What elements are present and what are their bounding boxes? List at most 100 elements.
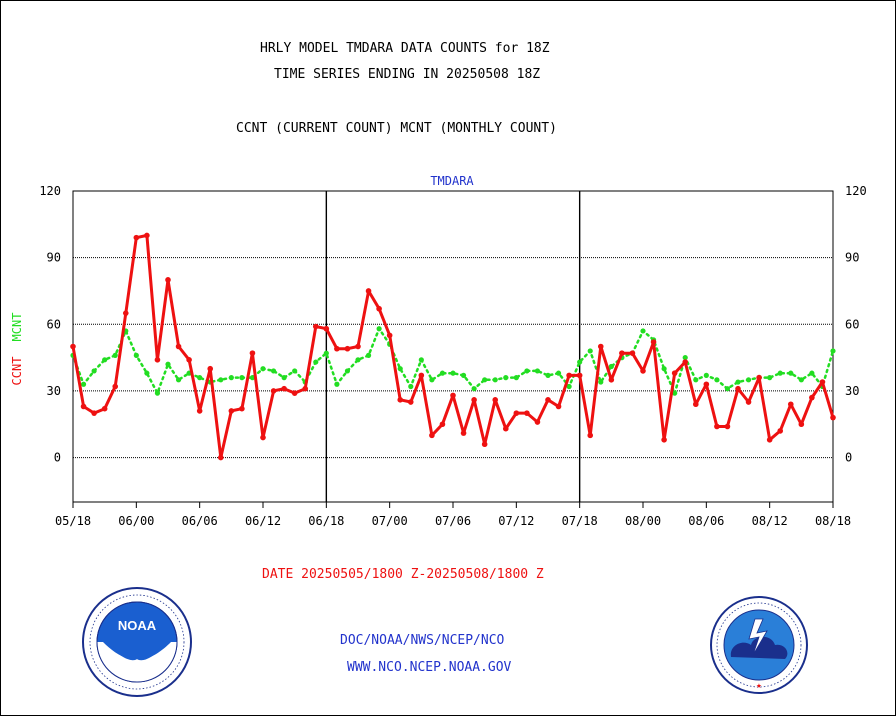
data-point-mcnt: [175, 377, 182, 383]
data-point-mcnt: [767, 375, 773, 381]
data-point-ccnt: [471, 397, 477, 403]
data-point-ccnt: [249, 350, 256, 356]
data-point-ccnt: [112, 383, 119, 390]
chart-heading-2: TIME SERIES ENDING IN 20250508 18Z: [274, 67, 541, 82]
data-point-ccnt: [196, 408, 203, 414]
data-point-ccnt: [186, 357, 192, 363]
data-point-mcnt: [661, 366, 667, 372]
data-point-mcnt: [555, 370, 562, 376]
chart-heading-3: CCNT (CURRENT COUNT) MCNT (MONTHLY COUNT…: [236, 121, 557, 136]
data-point-ccnt: [376, 305, 382, 312]
data-point-mcnt: [471, 386, 477, 392]
data-point-ccnt: [344, 345, 351, 352]
x-tick-label: 07/00: [372, 514, 408, 528]
data-point-ccnt: [524, 410, 530, 416]
data-point-ccnt: [165, 277, 171, 283]
data-point-ccnt: [144, 232, 150, 239]
data-point-mcnt: [745, 377, 752, 383]
data-point-mcnt: [228, 375, 234, 381]
data-point-ccnt: [460, 430, 467, 436]
data-point-mcnt: [249, 375, 256, 381]
data-point-ccnt: [312, 323, 319, 330]
data-point-ccnt: [587, 432, 594, 439]
data-point-mcnt: [524, 368, 530, 374]
y-tick-label-left: 90: [47, 251, 61, 265]
y-tick-label-left: 120: [39, 184, 61, 198]
data-point-ccnt: [619, 350, 625, 356]
y-tick-label-right: 90: [845, 251, 859, 265]
data-point-ccnt: [207, 365, 214, 372]
data-point-ccnt: [682, 359, 689, 365]
org-label: DOC/NOAA/NWS/NCEP/NCO: [340, 633, 505, 648]
data-point-ccnt: [756, 374, 762, 381]
data-point-mcnt: [91, 368, 97, 374]
data-point-ccnt: [439, 421, 446, 428]
x-tick-label: 06/06: [182, 514, 218, 528]
data-point-ccnt: [629, 350, 636, 356]
website-link[interactable]: WWW.NCO.NCEP.NOAA.GOV: [347, 660, 512, 675]
data-point-ccnt: [407, 399, 414, 405]
data-point-ccnt: [281, 385, 287, 392]
data-point-ccnt: [692, 401, 699, 408]
y-tick-label-right: 120: [845, 184, 867, 198]
data-point-ccnt: [714, 423, 720, 430]
data-point-ccnt: [597, 343, 604, 350]
data-point-mcnt: [344, 368, 351, 374]
data-point-mcnt: [492, 377, 498, 383]
data-point-mcnt: [682, 355, 688, 361]
data-point-ccnt: [545, 397, 551, 403]
data-point-ccnt: [798, 421, 805, 428]
data-point-mcnt: [545, 372, 551, 378]
y-tick-label-left: 0: [54, 451, 61, 465]
data-point-ccnt: [334, 345, 340, 352]
data-point-mcnt: [313, 359, 319, 365]
data-point-ccnt: [481, 441, 488, 448]
data-point-ccnt: [608, 377, 615, 383]
data-point-ccnt: [640, 368, 646, 374]
data-point-mcnt: [809, 370, 815, 376]
data-point-mcnt: [460, 372, 467, 378]
x-tick-label: 05/18: [55, 514, 91, 528]
data-point-mcnt: [270, 368, 277, 374]
x-tick-label: 06/12: [245, 514, 281, 528]
data-point-ccnt: [777, 428, 784, 434]
data-point-mcnt: [323, 350, 329, 356]
date-range-label: DATE 20250505/1800 Z-20250508/1800 Z: [262, 567, 544, 582]
data-point-mcnt: [608, 363, 614, 370]
y-tick-label-left: 60: [47, 317, 61, 331]
data-point-ccnt: [492, 397, 499, 403]
x-tick-label: 07/18: [562, 514, 598, 528]
data-point-ccnt: [650, 339, 657, 345]
data-point-mcnt: [260, 366, 266, 372]
data-point-ccnt: [260, 434, 266, 441]
data-point-mcnt: [798, 377, 804, 383]
data-point-ccnt: [429, 432, 435, 439]
data-point-ccnt: [787, 401, 794, 408]
data-point-ccnt: [576, 372, 583, 379]
data-point-mcnt: [197, 375, 203, 381]
data-point-mcnt: [408, 383, 414, 390]
data-point-ccnt: [661, 437, 667, 443]
y-tick-label-left: 30: [47, 384, 61, 398]
data-point-mcnt: [640, 328, 646, 334]
data-point-ccnt: [502, 425, 509, 432]
data-point-ccnt: [365, 288, 372, 294]
data-point-mcnt: [777, 370, 783, 376]
data-point-mcnt: [534, 368, 541, 374]
data-point-ccnt: [355, 343, 361, 350]
data-point-mcnt: [598, 379, 604, 385]
data-point-ccnt: [291, 390, 298, 396]
data-point-mcnt: [80, 381, 87, 387]
data-point-mcnt: [281, 375, 287, 381]
data-point-mcnt: [112, 352, 118, 358]
data-point-ccnt: [122, 310, 129, 316]
data-point-mcnt: [355, 357, 361, 363]
data-point-mcnt: [133, 352, 139, 358]
data-point-ccnt: [671, 370, 678, 376]
chart-title: TMDARA: [430, 174, 474, 188]
data-point-ccnt: [386, 332, 393, 339]
nws-logo-icon: ★: [710, 596, 808, 694]
data-point-mcnt: [429, 377, 435, 383]
y-axis-label-ccnt: CCNT: [10, 357, 24, 386]
data-point-ccnt: [302, 385, 309, 392]
